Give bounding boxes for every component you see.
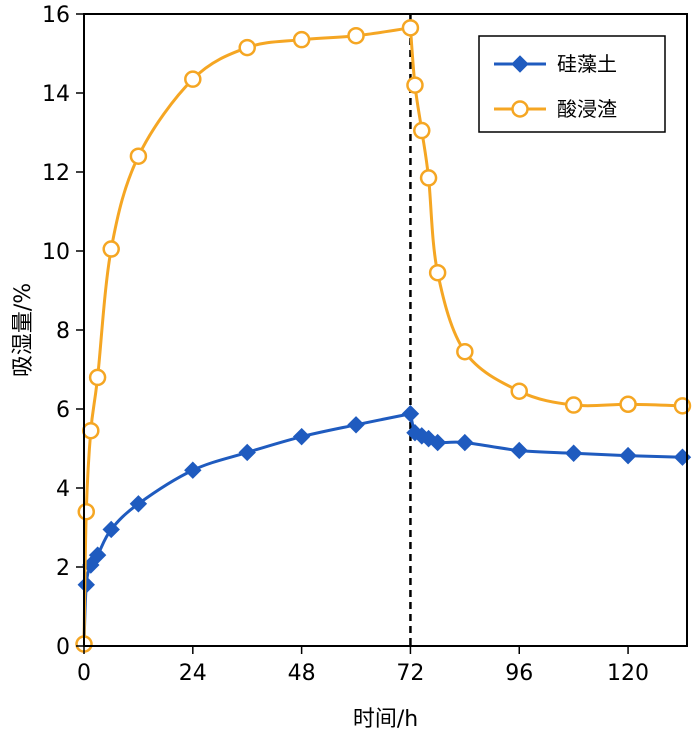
legend-swatch-marker [511, 100, 529, 118]
x-tick-label: 120 [607, 661, 649, 686]
x-tick-label: 72 [396, 661, 424, 686]
data-point [129, 495, 148, 513]
data-point [428, 263, 447, 282]
data-point [82, 421, 100, 440]
legend-box [478, 35, 666, 133]
y-tick-label: 8 [56, 319, 70, 344]
data-point [88, 546, 107, 564]
data-point [184, 461, 202, 479]
legend-label: 硅藻土 [557, 52, 617, 76]
y-axis-title: 吸湿量/% [11, 283, 36, 377]
series-1 [75, 405, 692, 653]
series-line-segment-2 [408, 413, 683, 459]
data-point [102, 240, 120, 258]
plot-marks [75, 14, 692, 653]
x-tick-label: 0 [77, 661, 91, 686]
data-point [564, 444, 583, 462]
y-tick-label: 12 [42, 161, 70, 186]
x-tick-label: 48 [288, 661, 316, 686]
data-point [347, 26, 365, 45]
data-point [456, 433, 474, 452]
data-point [102, 520, 120, 539]
legend-swatch-marker [511, 55, 529, 73]
data-point [77, 502, 96, 521]
y-tick-label: 14 [42, 82, 70, 107]
data-point [428, 433, 447, 452]
legend-entry: 硅藻土 [494, 52, 617, 76]
data-point [406, 76, 424, 94]
y-tick-label: 2 [56, 556, 70, 581]
x-axis-title: 时间/h [353, 707, 418, 732]
data-point [619, 446, 637, 465]
data-point [292, 30, 311, 49]
data-point [564, 396, 583, 414]
x-tick-label: 24 [179, 661, 207, 686]
x-tick-label: 96 [505, 661, 533, 686]
data-point [292, 427, 311, 446]
data-point [88, 368, 107, 387]
data-point [419, 169, 438, 187]
data-point [401, 19, 420, 37]
data-point [238, 443, 256, 462]
y-tick-label: 16 [42, 3, 70, 28]
data-point [347, 416, 365, 434]
series-line-segment-2 [408, 27, 683, 408]
data-point [413, 121, 431, 140]
legend-entry: 酸浸渣 [494, 97, 617, 121]
y-tick-label: 4 [56, 477, 70, 502]
data-point [510, 382, 528, 400]
data-point [184, 70, 202, 88]
data-point [238, 38, 256, 57]
series-line-segment-1 [82, 26, 411, 645]
data-point [401, 405, 420, 423]
data-point [510, 441, 528, 460]
data-point [673, 448, 692, 466]
y-tick-label: 6 [56, 398, 70, 423]
y-tick-label: 0 [56, 635, 70, 660]
legend-label: 酸浸渣 [557, 97, 617, 121]
data-point [619, 395, 637, 414]
data-point [129, 147, 148, 165]
data-point [456, 342, 474, 361]
y-tick-label: 10 [42, 240, 70, 265]
